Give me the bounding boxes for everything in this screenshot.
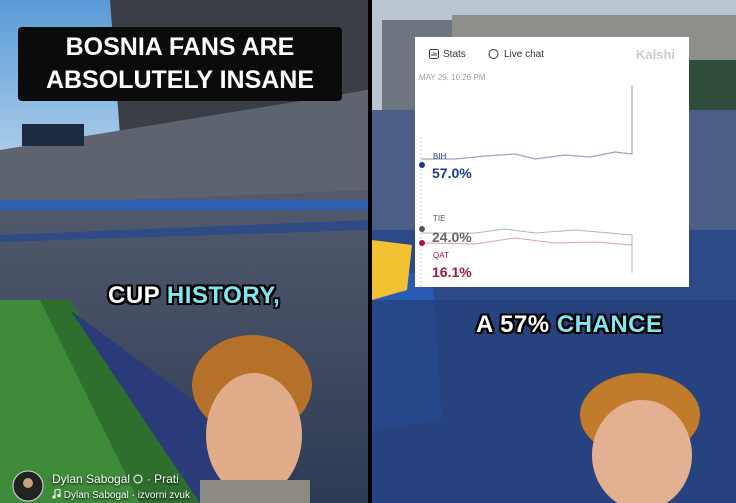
stats-icon [429, 49, 439, 59]
outcome-label: BIH [433, 152, 447, 161]
outcome-label: TIE [433, 214, 446, 223]
outcome-value: 16.1% [432, 264, 472, 280]
headline-line: ABSOLUTELY INSANE [45, 66, 315, 94]
audio-source[interactable]: Dylan Sabogal · izvorni zvuk [63, 490, 190, 501]
outcome-label: QAT [433, 251, 449, 260]
follow-button[interactable]: · Prati [146, 472, 179, 486]
outcome-value: 24.0% [432, 229, 472, 245]
divider [368, 0, 372, 503]
brand: Kalshi [635, 47, 675, 62]
timestamp: MAY 29, 10:26 PM [419, 73, 486, 82]
left-video[interactable]: BOSNIA FANS ARE ABSOLUTELY INSANE CUP HI… [0, 0, 368, 503]
caption: A 57% CHANCE [476, 311, 663, 339]
headline: BOSNIA FANS ARE ABSOLUTELY INSANE [18, 27, 342, 101]
caption-highlight: CHANCE [556, 311, 663, 338]
price-chart [419, 85, 633, 287]
music-icon [52, 488, 61, 499]
caption-highlight: HISTORY, [166, 282, 281, 309]
avatar[interactable] [12, 470, 44, 502]
audio-row: Dylan Sabogal · izvorni zvuk [52, 488, 190, 501]
market-card: Stats Live chat Kalshi MAY 29, 10:26 PM … [415, 37, 689, 287]
author-row: Dylan Sabogal · Prati [52, 472, 179, 486]
caption: CUP HISTORY, [108, 282, 280, 310]
tab[interactable]: Stats [443, 49, 466, 60]
chat-icon [488, 49, 499, 59]
face [206, 373, 302, 497]
author-name[interactable]: Dylan Sabogal [52, 472, 131, 486]
outcome-value: 57.0% [432, 165, 472, 181]
caption-word: A 57% [476, 311, 550, 338]
caption-word: CUP [108, 282, 160, 309]
tab[interactable]: Live chat [504, 49, 545, 60]
face [592, 400, 692, 503]
headline-line: BOSNIA FANS ARE [65, 33, 295, 61]
verified-icon [133, 474, 143, 484]
